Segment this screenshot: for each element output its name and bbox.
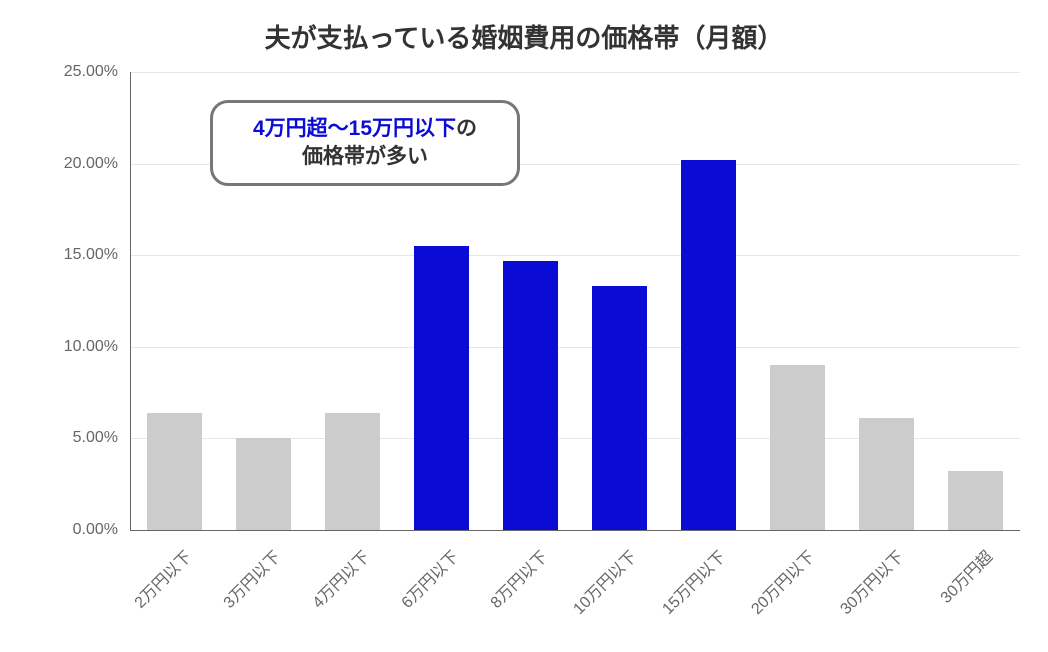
y-axis-label: 15.00% [38,246,118,264]
gridline [130,72,1020,73]
x-axis-label: 4万円以下 [305,544,374,613]
x-axis-label: 30万円以下 [833,544,908,619]
x-axis-label: 20万円以下 [744,544,819,619]
bar [681,160,736,530]
y-axis-label: 5.00% [38,429,118,447]
bar [325,413,380,530]
bar [147,413,202,530]
gridline [130,255,1020,256]
bar [770,365,825,530]
callout-box: 4万円超～15万円以下の 価格帯が多い [210,100,520,186]
y-axis-label: 10.00% [38,338,118,356]
x-axis-label: 15万円以下 [655,544,730,619]
gridline [130,347,1020,348]
x-axis-line [130,530,1020,531]
callout-line1: 4万円超～15万円以下の [253,115,477,143]
chart-container: 夫が支払っている婚姻費用の価格帯（月額） 0.00% 5.00% 10.00% 15.… [0,0,1048,652]
x-axis-label: 10万円以下 [566,544,641,619]
y-axis-line [130,72,131,530]
x-axis-label: 8万円以下 [483,544,552,613]
bar [859,418,914,530]
bar [414,246,469,530]
y-axis-label: 0.00% [38,521,118,539]
x-axis-label: 6万円以下 [394,544,463,613]
x-axis-label: 3万円以下 [216,544,285,613]
y-axis-label: 20.00% [38,155,118,173]
bar [503,261,558,530]
bar [948,471,1003,530]
y-axis-label: 25.00% [38,63,118,81]
callout-strong-text: 4万円超～15万円以下 [253,117,456,140]
bar [236,438,291,530]
x-axis-label: 30万円超 [933,544,997,608]
callout-line2: 価格帯が多い [302,143,428,171]
chart-title: 夫が支払っている婚姻費用の価格帯（月額） [0,18,1048,55]
x-axis-label: 2万円以下 [127,544,196,613]
callout-line1-tail: の [456,117,477,140]
bar [592,286,647,530]
